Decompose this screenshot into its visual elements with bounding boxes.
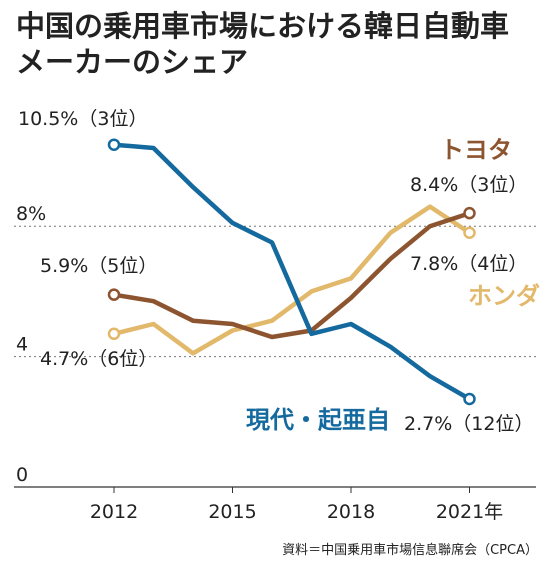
endpoint-marker-honda [107, 327, 121, 341]
endpoint-marker-honda [463, 226, 476, 239]
series-line-honda [111, 204, 472, 356]
annotation-honda-2021: 7.8%（4位） [410, 253, 527, 275]
endpoint-marker-hyundai-kia [463, 392, 476, 406]
endpoint-marker-hyundai-kia [107, 138, 121, 151]
series-lines [107, 138, 476, 406]
annotation-honda-2012: 4.7%（6位） [40, 348, 157, 370]
x-axis-ticks: 2012 2015 2018 2021年 [90, 487, 503, 523]
endpoint-marker-toyota [107, 288, 121, 301]
chart-title-line-2: メーカーのシェア [16, 45, 248, 79]
y-tick-label: 0 [16, 464, 28, 486]
annotation-toyota-2012: 5.9%（5位） [40, 255, 157, 277]
annotation-hyundai-2021: 2.7%（12位） [404, 413, 533, 435]
series-line-hyundai-kia [111, 142, 472, 402]
x-tick-label: 2015 [208, 501, 256, 523]
y-tick-label: 4 [16, 334, 28, 356]
x-tick-label: 2021年 [436, 501, 503, 523]
series-line-toyota [111, 210, 472, 340]
y-axis-ticks: 0 4 8% [16, 203, 46, 486]
series-label-toyota: トヨタ [440, 136, 512, 164]
gridlines [14, 225, 536, 488]
chart-title-line-1: 中国の乗用車市場における韓日自動車 [16, 9, 509, 43]
endpoint-marker-toyota [463, 206, 476, 220]
annotation-hyundai-2012: 10.5%（3位） [18, 108, 147, 130]
x-tick-label: 2018 [327, 501, 375, 523]
series-label-honda: ホンダ [468, 282, 540, 310]
source-note: 資料＝中国乗用車市場信息聯席会（CPCA） [282, 542, 538, 558]
series-label-hyundai-kia: 現代・起亜自 [246, 406, 390, 434]
y-tick-label: 8% [16, 203, 46, 225]
annotation-toyota-2021: 8.4%（3位） [410, 174, 527, 196]
x-tick-label: 2012 [90, 501, 138, 523]
